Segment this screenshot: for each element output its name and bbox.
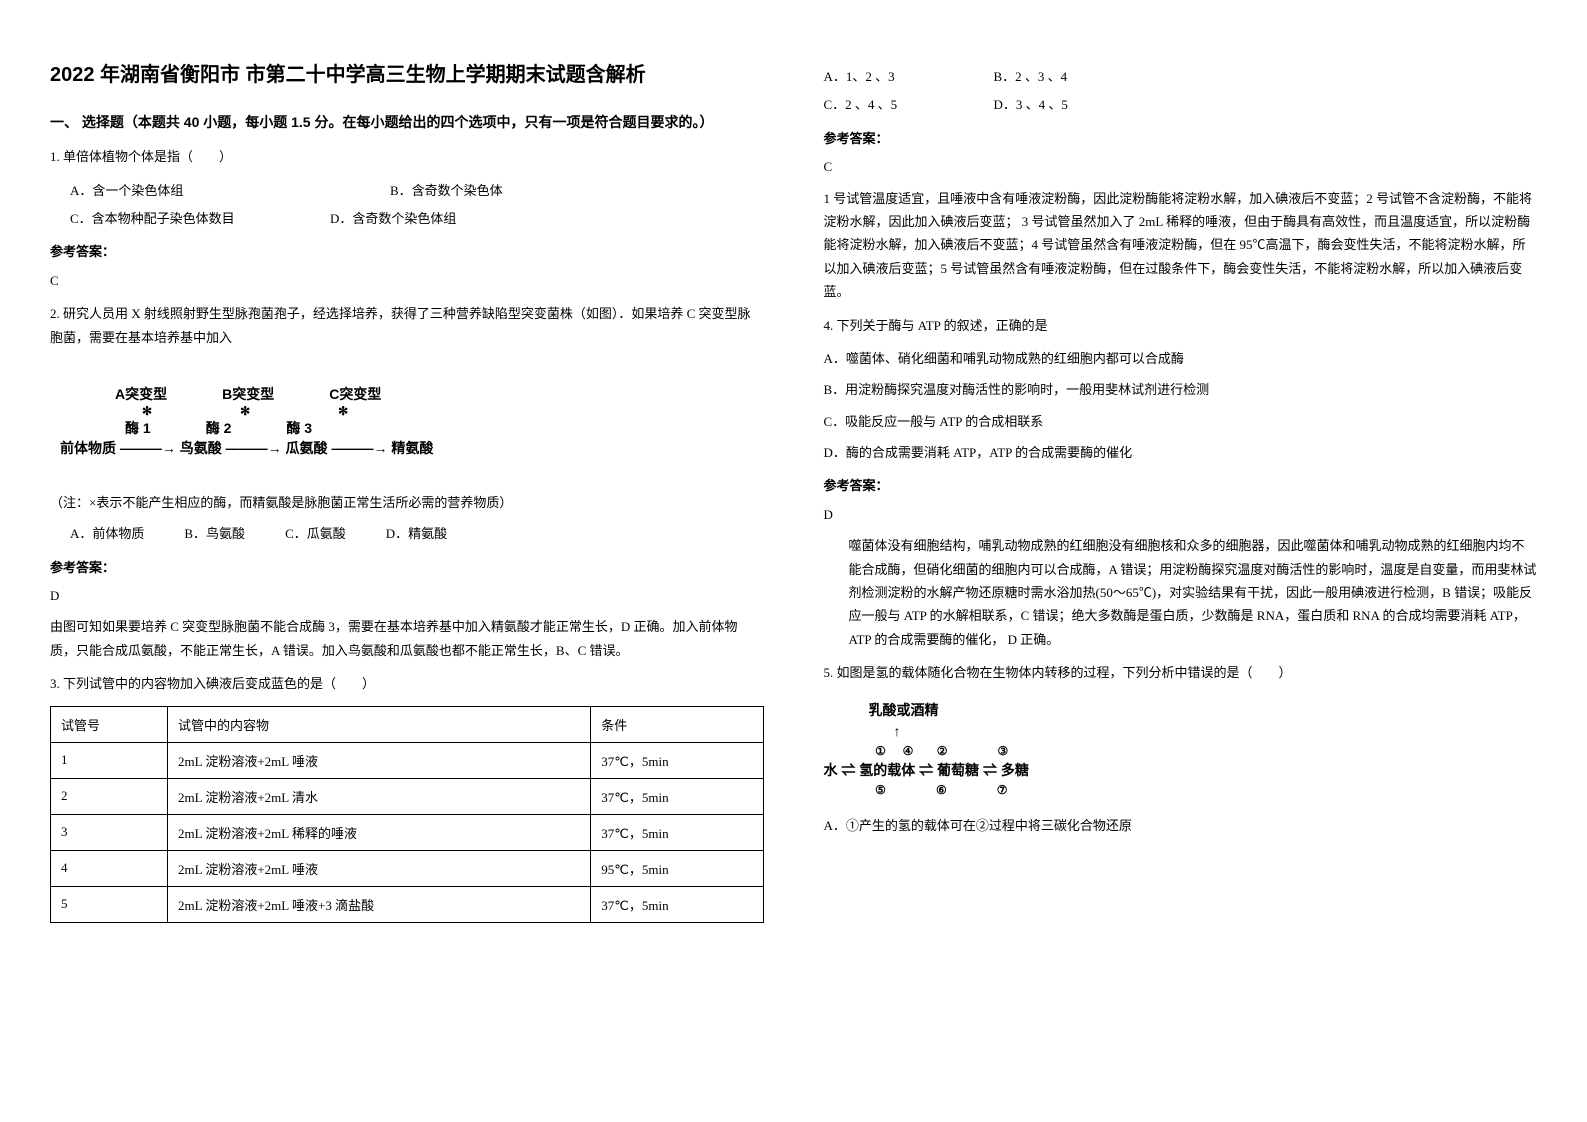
- q3-r4c0: 5: [51, 886, 168, 922]
- q3-r0c0: 1: [51, 742, 168, 778]
- q3-th1: 试管中的内容物: [168, 706, 591, 742]
- q3-th2: 条件: [591, 706, 763, 742]
- q1-option-a: A．含一个染色体组: [70, 179, 350, 202]
- q2-diag-header-a: A突变型: [115, 384, 167, 404]
- q4-option-b: B．用淀粉酶探究温度对酶活性的影响时，一般用斐林试剂进行检测: [824, 378, 1538, 401]
- q5-diagram: 乳酸或酒精 ↑ ① ④ ② ③ 水 ⇌ 氢的载体 ⇌ 葡萄糖 ⇌ 多糖 ⑤ ⑥ …: [824, 700, 1538, 799]
- q3-r4c1: 2mL 淀粉溶液+2mL 唾液+3 滴盐酸: [168, 886, 591, 922]
- q4-explanation: 噬菌体没有细胞结构，哺乳动物成熟的红细胞没有细胞核和众多的细胞器，因此噬菌体和哺…: [824, 534, 1538, 651]
- table-header-row: 试管号 试管中的内容物 条件: [51, 706, 764, 742]
- q3-th0: 试管号: [51, 706, 168, 742]
- q3-option-d: D．3 、4 、5: [994, 93, 1068, 116]
- q4-answer: D: [824, 503, 1538, 526]
- q5-text: 5. 如图是氢的载体随化合物在生物体内转移的过程，下列分析中错误的是（ ）: [824, 661, 1538, 684]
- q1-option-c: C．含本物种配子染色体数目: [70, 207, 290, 230]
- table-row: 2 2mL 淀粉溶液+2mL 清水 37℃，5min: [51, 778, 764, 814]
- q3-options-row1: A．1、2 、3 B．2 、3 、4: [824, 65, 1538, 88]
- arrow-up-icon: ↑: [824, 721, 1538, 742]
- q5-label2: ②: [937, 742, 948, 760]
- q3-r4c2: 37℃，5min: [591, 886, 763, 922]
- q2-note: （注：×表示不能产生相应的酶，而精氨酸是脉胞菌正常生活所必需的营养物质）: [50, 491, 764, 514]
- q4-option-a: A．噬菌体、硝化细菌和哺乳动物成熟的红细胞内都可以合成酶: [824, 347, 1538, 370]
- q3-option-b: B．2 、3 、4: [994, 65, 1068, 88]
- q5-diag-top: 乳酸或酒精: [824, 700, 1538, 721]
- cross-icon: ✻: [240, 404, 250, 418]
- q5-diag-labels-bottom: ⑤ ⑥ ⑦: [824, 781, 1538, 799]
- q4-text: 4. 下列关于酶与 ATP 的叙述，正确的是: [824, 314, 1538, 337]
- q1-option-b: B．含奇数个染色体: [390, 179, 503, 202]
- table-row: 5 2mL 淀粉溶液+2mL 唾液+3 滴盐酸 37℃，5min: [51, 886, 764, 922]
- q4-option-c: C．吸能反应一般与 ATP 的合成相联系: [824, 410, 1538, 433]
- q3-r2c1: 2mL 淀粉溶液+2mL 稀释的唾液: [168, 814, 591, 850]
- q2-option-b: B．鸟氨酸: [184, 522, 245, 545]
- q5-diag-labels-top: ① ④ ② ③: [824, 742, 1538, 760]
- page-container: 2022 年湖南省衡阳市 市第二十中学高三生物上学期期末试题含解析 一、 选择题…: [0, 0, 1587, 993]
- q2-option-a: A．前体物质: [70, 522, 144, 545]
- q1-answer-label: 参考答案：: [50, 240, 764, 263]
- q3-answer: C: [824, 155, 1538, 178]
- doc-title: 2022 年湖南省衡阳市 市第二十中学高三生物上学期期末试题含解析: [50, 60, 764, 90]
- cross-icon: ✻: [338, 404, 348, 418]
- q2-diag-enzyme3: 酶 3: [286, 418, 312, 438]
- q2-option-c: C．瓜氨酸: [285, 522, 346, 545]
- q5-label1: ①: [875, 742, 886, 760]
- q2-diag-enzyme1: 酶 1: [125, 418, 151, 438]
- q3-option-a: A．1、2 、3: [824, 65, 954, 88]
- q3-r3c1: 2mL 淀粉溶液+2mL 唾液: [168, 850, 591, 886]
- table-row: 1 2mL 淀粉溶液+2mL 唾液 37℃，5min: [51, 742, 764, 778]
- q1-text: 1. 单倍体植物个体是指（ ）: [50, 145, 764, 168]
- right-column: A．1、2 、3 B．2 、3 、4 C．2 、4 、5 D．3 、4 、5 参…: [824, 60, 1538, 933]
- q3-text: 3. 下列试管中的内容物加入碘液后变成蓝色的是（ ）: [50, 672, 764, 695]
- q5-label4: ④: [903, 742, 914, 760]
- q2-options: A．前体物质 B．鸟氨酸 C．瓜氨酸 D．精氨酸: [70, 522, 764, 545]
- q4-answer-label: 参考答案：: [824, 474, 1538, 497]
- q1-options-row1: A．含一个染色体组 B．含奇数个染色体: [70, 179, 764, 202]
- q5-label7: ⑦: [997, 781, 1008, 799]
- q2-diagram: A突变型 B突变型 C突变型 ✻ ✻ ✻ 酶 1 酶 2 酶 3 前体物质 ——…: [50, 374, 443, 468]
- q3-r1c2: 37℃，5min: [591, 778, 763, 814]
- table-row: 4 2mL 淀粉溶液+2mL 唾液 95℃，5min: [51, 850, 764, 886]
- q3-table: 试管号 试管中的内容物 条件 1 2mL 淀粉溶液+2mL 唾液 37℃，5mi…: [50, 706, 764, 923]
- q3-r1c1: 2mL 淀粉溶液+2mL 清水: [168, 778, 591, 814]
- q2-explanation: 由图可知如果要培养 C 突变型脉胞菌不能合成酶 3，需要在基本培养基中加入精氨酸…: [50, 615, 764, 662]
- q2-answer: D: [50, 584, 764, 607]
- q1-options-row2: C．含本物种配子染色体数目 D．含奇数个染色体组: [70, 207, 764, 230]
- q3-option-c: C．2 、4 、5: [824, 93, 954, 116]
- q3-explanation: 1 号试管温度适宜，且唾液中含有唾液淀粉酶，因此淀粉酶能将淀粉水解，加入碘液后不…: [824, 187, 1538, 304]
- q3-r0c1: 2mL 淀粉溶液+2mL 唾液: [168, 742, 591, 778]
- table-row: 3 2mL 淀粉溶液+2mL 稀释的唾液 37℃，5min: [51, 814, 764, 850]
- q3-r0c2: 37℃，5min: [591, 742, 763, 778]
- q1-answer: C: [50, 269, 764, 292]
- q1-option-d: D．含奇数个染色体组: [330, 207, 456, 230]
- q5-option-a: A．①产生的氢的载体可在②过程中将三碳化合物还原: [824, 814, 1538, 837]
- q2-diag-header-b: B突变型: [222, 384, 274, 404]
- q3-r1c0: 2: [51, 778, 168, 814]
- q3-r3c0: 4: [51, 850, 168, 886]
- q2-option-d: D．精氨酸: [386, 522, 447, 545]
- q4-option-d: D．酶的合成需要消耗 ATP，ATP 的合成需要酶的催化: [824, 441, 1538, 464]
- q2-diag-header-c: C突变型: [329, 384, 381, 404]
- q3-r3c2: 95℃，5min: [591, 850, 763, 886]
- q2-diag-enzyme2: 酶 2: [206, 418, 232, 438]
- q5-label5: ⑤: [875, 781, 886, 799]
- left-column: 2022 年湖南省衡阳市 市第二十中学高三生物上学期期末试题含解析 一、 选择题…: [50, 60, 764, 933]
- q2-text: 2. 研究人员用 X 射线照射野生型脉孢菌孢子，经选择培养，获得了三种营养缺陷型…: [50, 302, 764, 349]
- cross-icon: ✻: [142, 404, 152, 418]
- q5-diag-main: 水 ⇌ 氢的载体 ⇌ 葡萄糖 ⇌ 多糖: [824, 760, 1538, 781]
- q5-label6: ⑥: [936, 781, 947, 799]
- q3-answer-label: 参考答案：: [824, 127, 1538, 150]
- q2-diag-flow: 前体物质 ———→ 鸟氨酸 ———→ 瓜氨酸 ———→ 精氨酸: [60, 438, 433, 458]
- q3-r2c2: 37℃，5min: [591, 814, 763, 850]
- q3-r2c0: 3: [51, 814, 168, 850]
- q5-label3: ③: [998, 742, 1009, 760]
- q2-answer-label: 参考答案：: [50, 556, 764, 579]
- q3-options-row2: C．2 、4 、5 D．3 、4 、5: [824, 93, 1538, 116]
- section-heading: 一、 选择题（本题共 40 小题，每小题 1.5 分。在每小题给出的四个选项中，…: [50, 110, 764, 135]
